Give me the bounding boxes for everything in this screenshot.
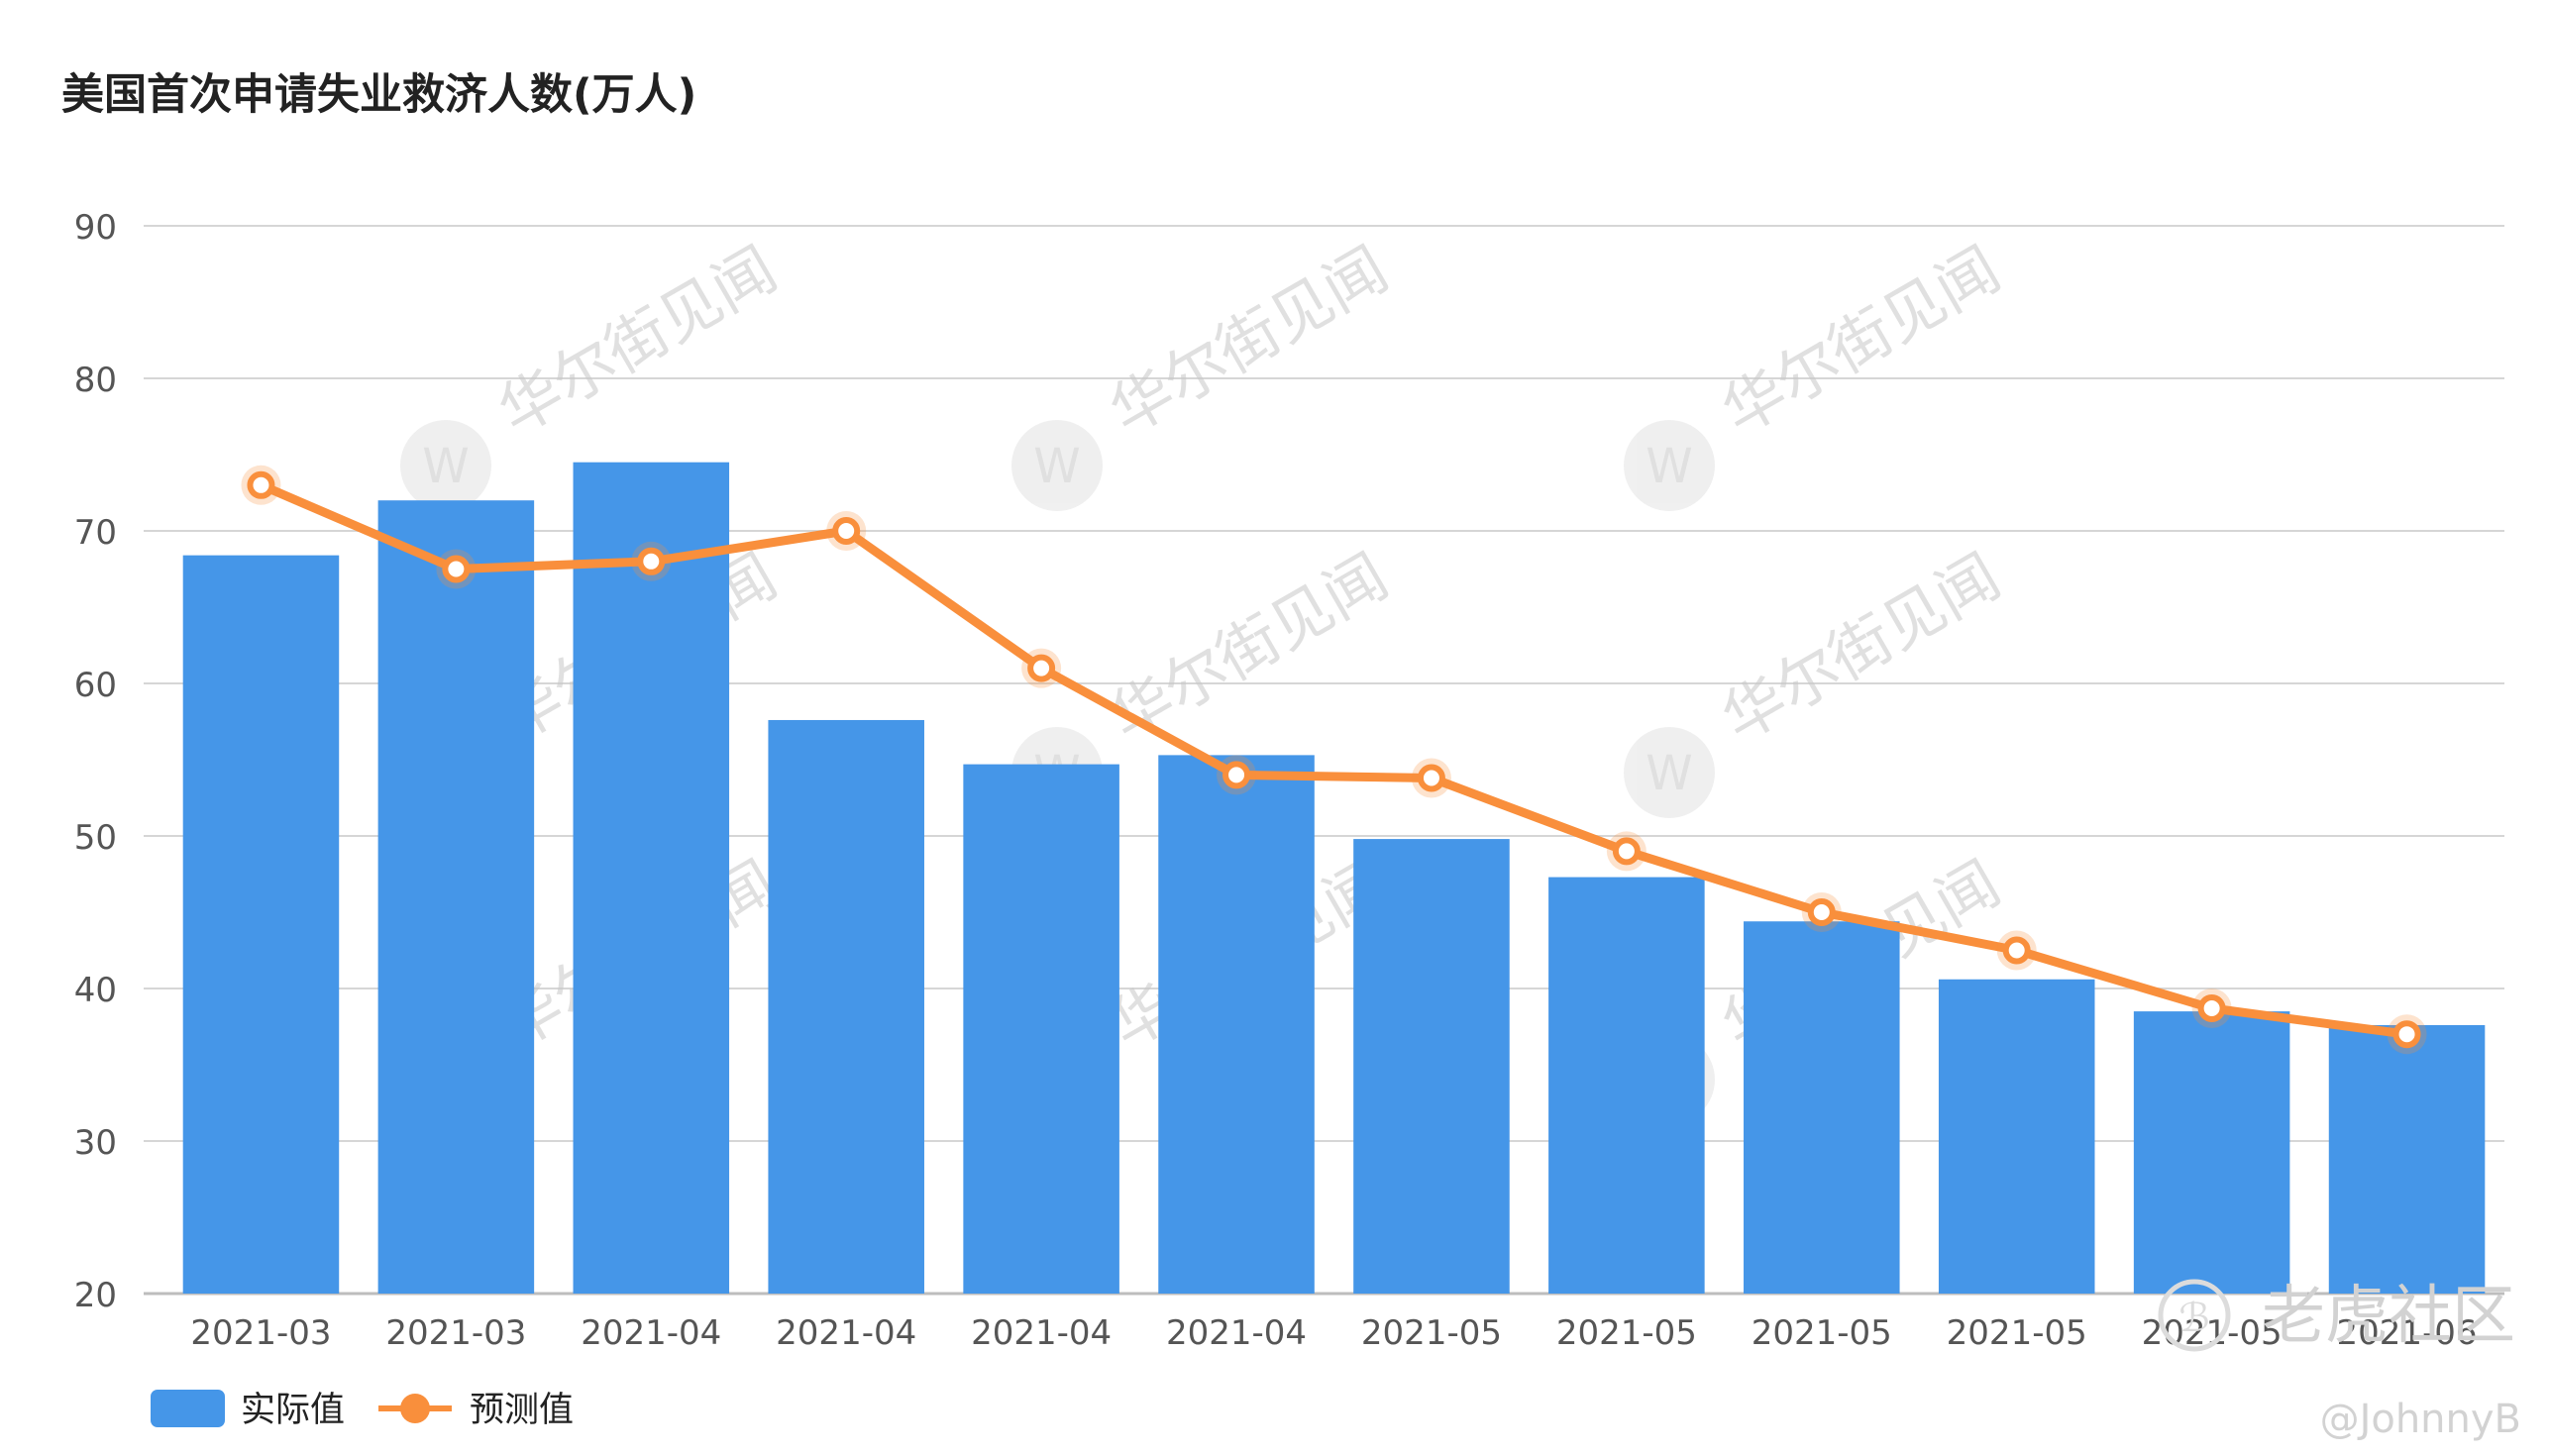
bars-series — [182, 462, 2486, 1294]
x-tick-label: 2021-05 — [1947, 1313, 2087, 1353]
x-tick-label: 2021-04 — [581, 1313, 721, 1353]
watermark: W 华尔街见闻 — [1011, 233, 1400, 511]
bar[interactable] — [2328, 1024, 2486, 1294]
x-tick-label: 2021-03 — [385, 1313, 526, 1353]
y-tick-label: 20 — [74, 1276, 117, 1315]
watermark-logo-icon — [400, 420, 491, 511]
watermark-text: 华尔街见闻 — [1710, 233, 2012, 449]
watermark-logo-icon — [1624, 727, 1715, 818]
forecast-point[interactable] — [1027, 654, 1056, 682]
legend-label-bars: 实际值 — [241, 1391, 345, 1430]
watermark-logo-letter: W — [1033, 439, 1080, 494]
forecast-point[interactable] — [247, 470, 275, 499]
watermark-logo-icon — [1011, 420, 1103, 511]
watermark-logo-letter: W — [1646, 746, 1692, 801]
author-handle: @JohnnyB — [2320, 1397, 2521, 1442]
bar[interactable] — [1744, 921, 1900, 1294]
watermark-logo-letter: W — [1646, 439, 1692, 494]
watermark-text: 华尔街见闻 — [1098, 233, 1400, 449]
bar[interactable] — [2133, 1011, 2290, 1294]
legend-line-marker — [400, 1394, 430, 1423]
chart-title: 美国首次申请失业救济人数(万人) — [61, 70, 696, 120]
forecast-point[interactable] — [2197, 994, 2226, 1023]
forecast-point[interactable] — [1417, 764, 1445, 792]
y-tick-label: 50 — [74, 818, 117, 858]
forecast-point[interactable] — [1807, 898, 1836, 926]
brand-logo-icon — [2158, 1279, 2231, 1352]
x-tick-label: 2021-04 — [1166, 1313, 1307, 1353]
legend-item-bars[interactable]: 实际值 — [151, 1390, 345, 1430]
line-series — [241, 465, 2427, 1055]
forecast-point[interactable] — [2002, 936, 2031, 965]
y-tick-label: 80 — [74, 361, 117, 400]
bar[interactable] — [1353, 839, 1510, 1294]
bar[interactable] — [768, 719, 924, 1294]
y-tick-label: 30 — [74, 1123, 117, 1163]
brand-name: 老虎社区 — [2262, 1280, 2515, 1353]
legend-item-line[interactable]: 预测值 — [378, 1391, 574, 1430]
bar[interactable] — [377, 500, 535, 1294]
bar[interactable] — [1158, 755, 1315, 1294]
watermark-logo-letter: W — [422, 439, 469, 494]
watermark: W 华尔街见闻 — [1624, 233, 2012, 511]
forecast-line — [256, 480, 2412, 1039]
x-tick-label: 2021-04 — [776, 1313, 916, 1353]
forecast-point[interactable] — [832, 517, 861, 545]
bar[interactable] — [182, 555, 340, 1294]
x-axis: 2021-03 2021-03 2021-04 2021-04 2021-04 2021-… — [190, 1313, 2477, 1353]
watermark-logo-icon — [1624, 420, 1715, 511]
y-tick-label: 60 — [74, 666, 117, 705]
overlay-brand: ℬ 老虎社区 @JohnnyB — [2158, 1279, 2521, 1442]
y-axis: 20 30 40 50 60 70 80 90 — [74, 208, 117, 1315]
x-tick-label: 2021-05 — [1752, 1313, 1892, 1353]
watermark: W 华尔街见闻 — [1624, 540, 2012, 818]
y-tick-label: 90 — [74, 208, 117, 248]
watermark-text: 华尔街见闻 — [1710, 540, 2012, 756]
x-tick-label: 2021-06 — [2337, 1313, 2478, 1353]
forecast-point[interactable] — [637, 547, 666, 575]
bar[interactable] — [573, 462, 730, 1294]
forecast-point[interactable] — [442, 555, 471, 583]
legend: 实际值 预测值 — [151, 1390, 574, 1430]
forecast-point[interactable] — [1222, 761, 1251, 789]
bar[interactable] — [1938, 979, 2095, 1294]
forecast-point[interactable] — [1612, 837, 1641, 866]
watermark-text: 华尔街见闻 — [486, 233, 789, 449]
x-tick-label: 2021-05 — [1361, 1313, 1502, 1353]
x-tick-label: 2021-03 — [190, 1313, 331, 1353]
forecast-point[interactable] — [2392, 1020, 2421, 1049]
legend-bar-swatch — [151, 1390, 225, 1427]
y-tick-label: 70 — [74, 513, 117, 553]
brand-logo-glyph: ℬ — [2178, 1296, 2209, 1341]
bar[interactable] — [1548, 877, 1705, 1294]
legend-label-line: 预测值 — [470, 1391, 574, 1430]
gridlines — [144, 225, 2504, 1296]
x-tick-label: 2021-05 — [1556, 1313, 1697, 1353]
y-tick-label: 40 — [74, 971, 117, 1010]
x-tick-label: 2021-04 — [971, 1313, 1112, 1353]
bar[interactable] — [963, 764, 1119, 1294]
